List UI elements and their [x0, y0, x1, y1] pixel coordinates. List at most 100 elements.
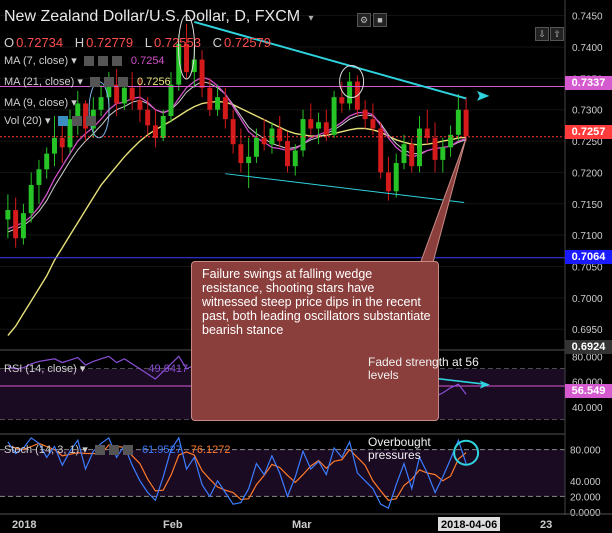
candle-body: [184, 43, 190, 73]
chevron-down-icon[interactable]: ▾: [44, 115, 51, 127]
rsi-tick-label: 60.000: [572, 378, 603, 389]
open-key: O: [4, 35, 15, 50]
candle-body: [121, 87, 127, 104]
title-text: New Zealand Dollar/U.S. Dollar, D, FXCM: [4, 8, 301, 25]
settings-icon[interactable]: ⚙: [357, 13, 371, 27]
highlight-ellipse: [178, 14, 196, 80]
close-value: 0.72579: [224, 35, 272, 50]
candle-body: [114, 84, 120, 104]
legend-vol[interactable]: Vol (20) ▾: [4, 114, 96, 127]
close-icon[interactable]: [111, 56, 122, 67]
rsi-value-badge: 56.549: [565, 384, 612, 398]
candle-body: [424, 128, 430, 138]
low-value: 0.72553: [154, 35, 201, 50]
legend-ma21-label: MA (21, close): [4, 76, 75, 88]
time-tick-label: 2018: [12, 519, 36, 531]
candle-body: [277, 128, 283, 142]
candle-body: [440, 147, 446, 160]
candle-body: [331, 97, 337, 135]
candle-body: [199, 59, 205, 88]
legend-rsi-label: RSI (14, close): [4, 363, 77, 375]
candle-body: [292, 150, 298, 167]
settings-icon[interactable]: [97, 56, 108, 67]
candle-body: [261, 137, 267, 145]
upper-wedge-line: [194, 20, 467, 100]
time-tick-label: Feb: [163, 519, 183, 531]
price-tick-label: 0.7300: [572, 106, 603, 117]
legend-stoch-d: 76.1272: [190, 444, 231, 456]
candle-body: [246, 156, 252, 164]
chevron-down-icon[interactable]: ▾: [71, 55, 77, 67]
stoch-pane: [0, 433, 612, 509]
price-tick-label: 0.6950: [572, 325, 603, 336]
arrow-icon: [479, 380, 490, 389]
low-key: L: [144, 35, 152, 50]
chevron-down-icon[interactable]: ▾: [77, 76, 83, 88]
legend-stoch[interactable]: Stoch (14, 3, 1) ▾ 61.9527 76.1272: [4, 443, 231, 456]
candle-body: [83, 103, 89, 129]
time-tick-label: 23: [540, 519, 552, 531]
rsi-tick-label: 80.000: [572, 352, 603, 363]
candle-body: [393, 163, 399, 192]
legend-ma21[interactable]: MA (21, close) ▾ 0.7256: [4, 75, 171, 88]
bottom-price-badge: 0.6924: [565, 340, 612, 354]
candle-body: [36, 169, 42, 185]
settings-icon[interactable]: [103, 77, 114, 88]
chevron-down-icon[interactable]: ▾: [71, 97, 77, 109]
candle-body: [455, 109, 461, 135]
legend-ma7-label: MA (7, close): [4, 55, 69, 67]
symbol-title[interactable]: New Zealand Dollar/U.S. Dollar, D, FXCM …: [4, 8, 314, 26]
candle-body: [75, 103, 81, 120]
legend-rsi-value: 49.9417: [148, 363, 189, 375]
open-value: 0.72734: [16, 35, 64, 50]
time-tick-label: Mar: [292, 519, 312, 531]
candle-body: [401, 144, 407, 164]
candle-body: [385, 172, 391, 192]
current-date-label: 2018-04-06: [441, 519, 497, 531]
candle-body: [67, 119, 73, 148]
stoch-d-line: [7, 442, 467, 501]
eye-icon[interactable]: [89, 77, 100, 88]
legend-rsi[interactable]: RSI (14, close) ▾ 49.9417: [4, 362, 188, 375]
legend-stoch-k: 61.9527: [141, 444, 182, 456]
candle-body: [370, 119, 376, 129]
legend-ma7[interactable]: MA (7, close) ▾ 0.7254: [4, 54, 165, 67]
candle-body: [106, 84, 112, 98]
stoch-tick-label: 20.000: [570, 492, 601, 503]
stoch-tick-label: 40.000: [570, 477, 601, 488]
legend-vol-label: Vol (20): [4, 115, 42, 127]
candle-body: [51, 137, 57, 154]
close-icon[interactable]: [117, 77, 128, 88]
ma7-line-group: [7, 76, 467, 230]
legend-ma9[interactable]: MA (9, close) ▾: [4, 96, 77, 109]
eye-icon[interactable]: [57, 116, 68, 127]
close-icon[interactable]: [122, 445, 133, 456]
price-tick-label: 0.7000: [572, 294, 603, 305]
close-icon[interactable]: [85, 116, 96, 127]
download-icon[interactable]: ⇩: [535, 27, 549, 41]
last-price-badge: 0.7257: [565, 125, 612, 139]
eye-icon[interactable]: [83, 56, 94, 67]
candle-body: [191, 59, 197, 73]
candle-body: [222, 97, 228, 120]
rsi-tick-label: 40.000: [572, 403, 603, 414]
candle-body: [207, 87, 213, 110]
upload-icon[interactable]: ⇧: [550, 27, 564, 41]
legend-ma21-value: 0.7256: [137, 76, 171, 88]
candle-body: [362, 109, 368, 120]
highlight-circle: [453, 439, 480, 466]
chevron-down-icon[interactable]: ▾: [308, 13, 314, 24]
legend-ma7-value: 0.7254: [130, 55, 165, 67]
candle-body: [308, 119, 314, 129]
eye-icon[interactable]: [94, 445, 105, 456]
price-tick-label: 0.7450: [572, 12, 603, 23]
square-icon[interactable]: ■: [373, 13, 387, 27]
candle-body: [20, 213, 26, 239]
settings-icon[interactable]: [71, 116, 82, 127]
candle-body: [347, 81, 353, 104]
settings-icon[interactable]: [108, 445, 119, 456]
candle-body: [238, 144, 244, 164]
chevron-down-icon[interactable]: ▾: [82, 444, 88, 456]
candle-body: [253, 137, 259, 157]
chevron-down-icon[interactable]: ▾: [79, 363, 86, 375]
